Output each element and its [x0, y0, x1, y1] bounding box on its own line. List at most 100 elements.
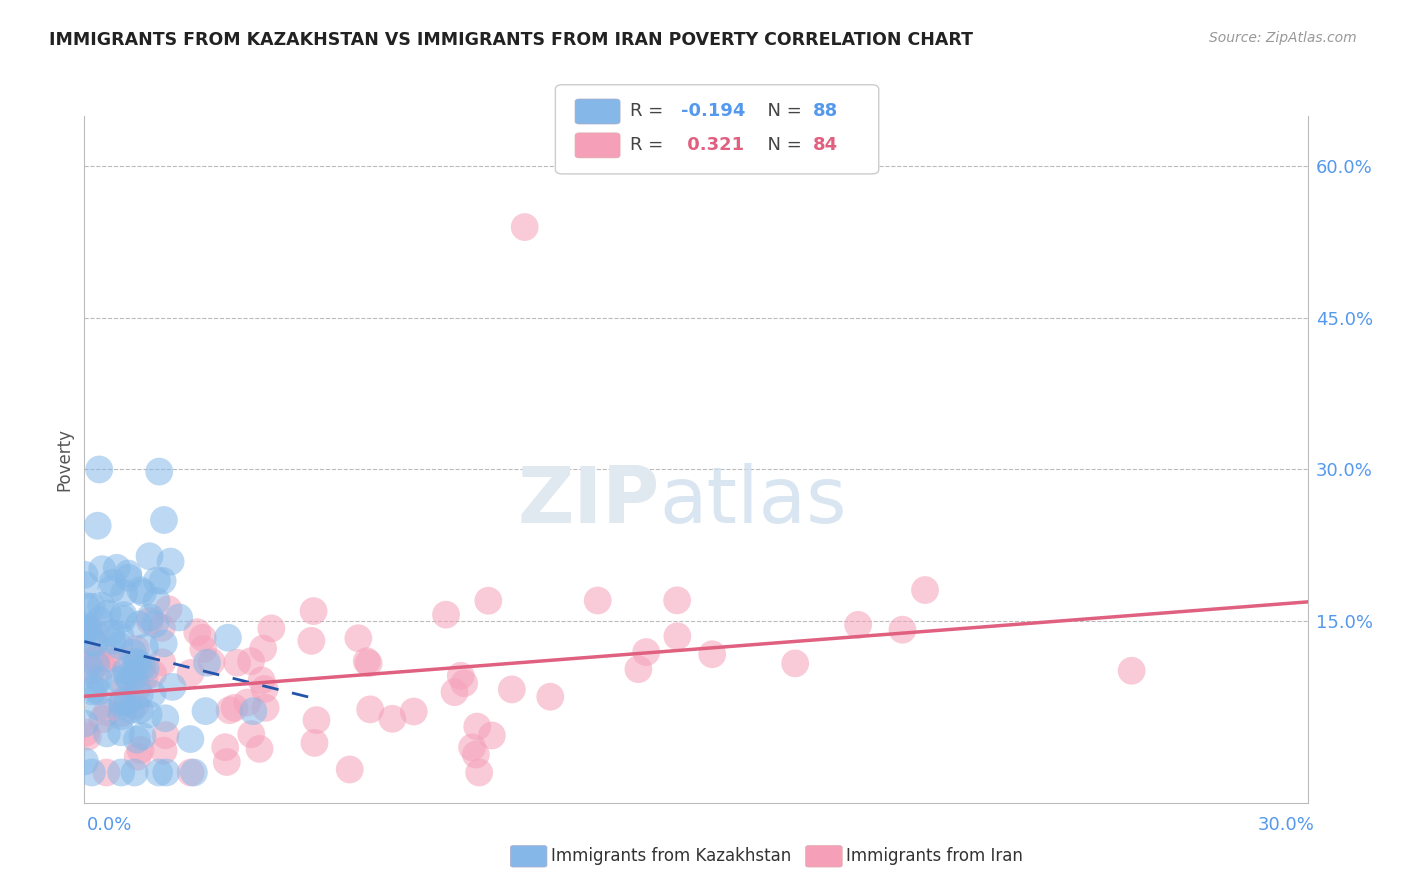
Point	[84, 636, 107, 650]
Point	[150, 655, 173, 669]
Point	[131, 660, 153, 674]
Point	[86, 518, 108, 533]
Point	[110, 725, 132, 739]
Point	[114, 678, 136, 692]
Point	[115, 664, 138, 678]
Point	[146, 574, 169, 588]
Point	[111, 709, 134, 723]
Point	[108, 639, 131, 653]
Point	[84, 657, 107, 672]
Point	[128, 617, 150, 632]
Point	[101, 575, 124, 590]
Point	[82, 635, 104, 649]
Point	[132, 585, 155, 599]
Text: Immigrants from Iran: Immigrants from Iran	[846, 847, 1024, 865]
Point	[443, 685, 465, 699]
Point	[96, 765, 118, 780]
Point	[143, 617, 166, 632]
Point	[82, 684, 104, 698]
Point	[785, 657, 807, 671]
Point	[90, 599, 112, 613]
Point	[111, 695, 134, 709]
Point	[195, 656, 218, 670]
Point	[152, 574, 174, 588]
Point	[152, 744, 174, 758]
Text: 88: 88	[813, 103, 838, 120]
Point	[242, 704, 264, 718]
Point	[112, 693, 135, 707]
Point	[108, 652, 131, 666]
Point	[450, 669, 472, 683]
Point	[357, 657, 380, 671]
Point	[128, 688, 150, 702]
Point	[464, 747, 486, 762]
Point	[1121, 664, 1143, 678]
Point	[167, 610, 190, 624]
Point	[180, 765, 202, 780]
Point	[666, 629, 689, 643]
Point	[111, 698, 134, 713]
Text: R =: R =	[630, 136, 669, 154]
Point	[91, 712, 114, 726]
Point	[402, 705, 425, 719]
Point	[477, 593, 499, 607]
Text: IMMIGRANTS FROM KAZAKHSTAN VS IMMIGRANTS FROM IRAN POVERTY CORRELATION CHART: IMMIGRANTS FROM KAZAKHSTAN VS IMMIGRANTS…	[49, 31, 973, 49]
Point	[100, 582, 122, 597]
Point	[224, 701, 246, 715]
Point	[111, 706, 134, 720]
Point	[305, 713, 328, 727]
Point	[101, 633, 124, 648]
Point	[152, 636, 174, 650]
Text: 84: 84	[813, 136, 838, 154]
Point	[194, 704, 217, 718]
Point	[627, 662, 650, 676]
Text: 0.0%: 0.0%	[87, 816, 132, 834]
Point	[89, 684, 111, 698]
Point	[80, 599, 103, 614]
Point	[75, 648, 97, 662]
Point	[83, 653, 105, 667]
Point	[128, 703, 150, 717]
Point	[702, 647, 724, 661]
Point	[586, 593, 609, 607]
Point	[538, 690, 561, 704]
Point	[118, 673, 141, 687]
Point	[77, 624, 100, 638]
Point	[96, 651, 118, 665]
Point	[125, 642, 148, 657]
Point	[80, 765, 103, 780]
Point	[100, 626, 122, 640]
Point	[191, 631, 214, 645]
Text: R =: R =	[630, 103, 669, 120]
Point	[501, 682, 523, 697]
Point	[77, 621, 100, 635]
Point	[186, 625, 208, 640]
Point	[125, 655, 148, 669]
Point	[75, 578, 97, 592]
Point	[215, 755, 238, 769]
Point	[73, 716, 96, 731]
Point	[481, 728, 503, 742]
Point	[465, 720, 488, 734]
Point	[134, 670, 156, 684]
Point	[117, 571, 139, 585]
Point	[339, 763, 361, 777]
Point	[252, 641, 274, 656]
Text: ZIP: ZIP	[517, 463, 659, 539]
Text: 0.321: 0.321	[681, 136, 744, 154]
Point	[666, 593, 689, 607]
Point	[124, 669, 146, 683]
Point	[891, 623, 914, 637]
Text: Immigrants from Kazakhstan: Immigrants from Kazakhstan	[551, 847, 792, 865]
Point	[159, 555, 181, 569]
Point	[200, 655, 222, 669]
Point	[105, 561, 128, 575]
Point	[468, 765, 491, 780]
Point	[142, 666, 165, 681]
Point	[73, 624, 96, 638]
Point	[122, 645, 145, 659]
Point	[97, 607, 120, 621]
Point	[162, 680, 184, 694]
Point	[217, 631, 239, 645]
Point	[135, 661, 157, 675]
